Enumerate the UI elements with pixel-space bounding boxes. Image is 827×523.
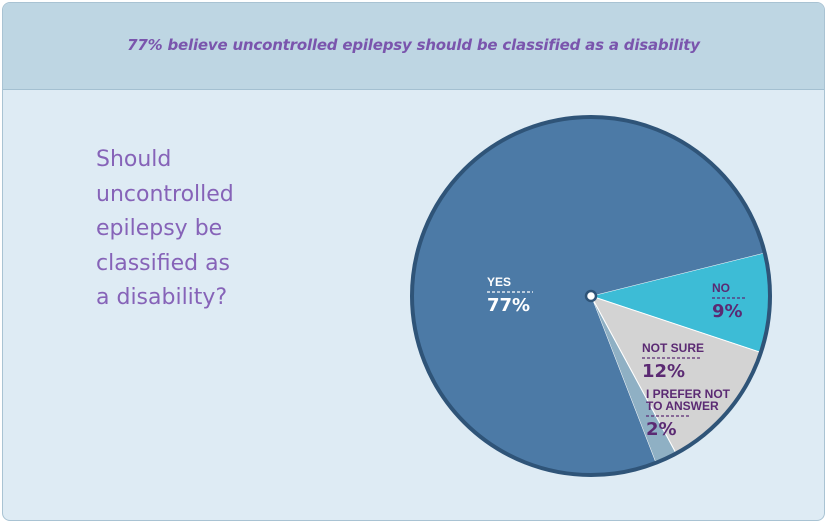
header-banner: 77% believe uncontrolled epilepsy should… — [3, 3, 824, 90]
slice-label-name: TO ANSWER — [646, 399, 719, 413]
pie-border — [410, 115, 772, 477]
slice-label-no: NO 9% — [712, 281, 747, 322]
question-text: Should uncontrolled epilepsy be classifi… — [96, 143, 336, 316]
slice-label-value: 77% — [487, 295, 530, 316]
question-line: Should — [96, 147, 172, 172]
slice-label-value: 2% — [646, 419, 677, 440]
slice-label-value: 12% — [642, 361, 685, 382]
header-title: 77% believe uncontrolled epilepsy should… — [127, 36, 700, 54]
slice-label-yes: YES 77% — [487, 275, 533, 316]
slice-label-not-sure: NOT SURE 12% — [642, 341, 704, 382]
slice-label-name: NO — [712, 281, 730, 295]
slice-label-name: NOT SURE — [642, 341, 704, 355]
question-line: uncontrolled — [96, 181, 234, 207]
question-line: epilepsy be — [96, 216, 223, 241]
question-line: a disability? — [96, 285, 228, 310]
pie-center-dot — [584, 289, 598, 303]
question-line: classified as — [96, 250, 231, 276]
slice-label-value: 9% — [712, 301, 743, 322]
slice-label-name: I PREFER NOT — [646, 387, 731, 401]
slice-label-name: YES — [487, 275, 511, 289]
